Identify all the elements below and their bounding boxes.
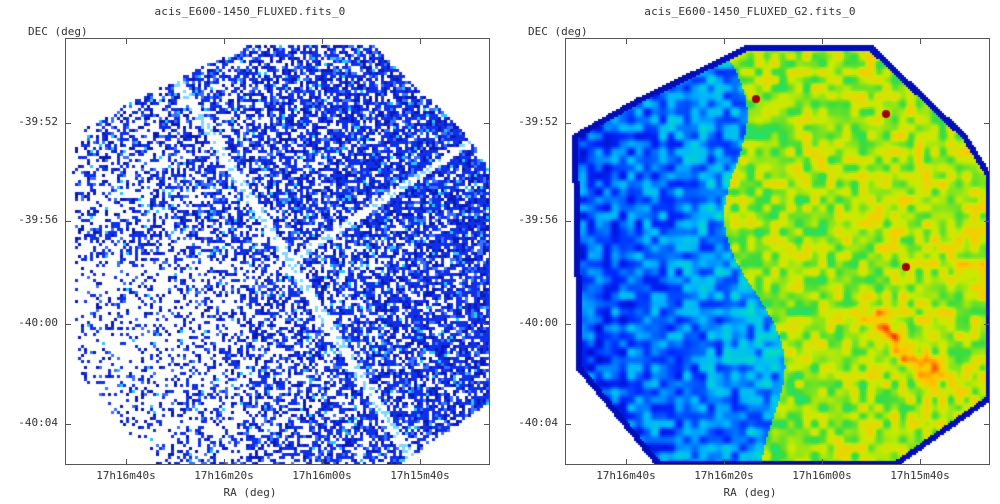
counts-image[interactable] — [65, 38, 490, 465]
dec-tick-mark — [484, 221, 490, 222]
ra-tick-mark — [224, 459, 225, 465]
ra-tick-label: 17h16m20s — [194, 469, 254, 482]
ra-tick-label: 17h16m00s — [292, 469, 352, 482]
ra-tick-mark — [126, 459, 127, 465]
ra-tick-mark — [626, 459, 627, 465]
ra-tick-mark — [322, 459, 323, 465]
ra-tick-mark — [420, 38, 421, 44]
ra-tick-mark — [822, 38, 823, 44]
ra-tick-label: 17h16m40s — [596, 469, 656, 482]
ra-tick-label: 17h16m00s — [792, 469, 852, 482]
ra-tick-mark — [322, 38, 323, 44]
dec-tick-mark — [484, 324, 490, 325]
dec-axis-label: DEC (deg) — [28, 25, 88, 38]
dec-tick-label: -39:52 — [18, 115, 58, 128]
dec-tick-mark — [984, 424, 990, 425]
ra-tick-mark — [626, 38, 627, 44]
panel-title: acis_E600-1450_FLUXED.fits_0 — [154, 5, 346, 18]
ra-tick-label: 17h16m40s — [96, 469, 156, 482]
smoothed-image-canvas[interactable] — [566, 39, 989, 464]
panel-title: acis_E600-1450_FLUXED_G2.fits_0 — [644, 5, 856, 18]
right-image-panel: acis_E600-1450_FLUXED_G2.fits_0 DEC (deg… — [500, 0, 1000, 504]
dec-tick-mark — [65, 123, 71, 124]
dec-tick-label: -39:52 — [518, 115, 558, 128]
dec-tick-mark — [565, 424, 571, 425]
ra-tick-label: 17h15m40s — [390, 469, 450, 482]
ra-axis-label: RA (deg) — [223, 486, 277, 499]
ra-tick-mark — [724, 459, 725, 465]
dec-tick-label: -40:00 — [518, 316, 558, 329]
dec-tick-label: -39:56 — [18, 213, 58, 226]
dec-axis-label: DEC (deg) — [528, 25, 588, 38]
dec-tick-mark — [65, 324, 71, 325]
ra-tick-mark — [724, 38, 725, 44]
ra-tick-mark — [420, 459, 421, 465]
dec-tick-label: -39:56 — [518, 213, 558, 226]
ra-tick-label: 17h15m40s — [890, 469, 950, 482]
dec-tick-label: -40:04 — [518, 416, 558, 429]
ra-tick-mark — [822, 459, 823, 465]
ra-tick-label: 17h16m20s — [694, 469, 754, 482]
counts-image-canvas[interactable] — [66, 39, 489, 464]
ra-tick-mark — [920, 38, 921, 44]
dec-tick-mark — [984, 324, 990, 325]
dec-tick-mark — [484, 123, 490, 124]
dec-tick-mark — [565, 123, 571, 124]
ra-tick-mark — [126, 38, 127, 44]
ra-tick-mark — [920, 459, 921, 465]
dec-tick-mark — [565, 221, 571, 222]
dec-tick-mark — [65, 424, 71, 425]
smoothed-image[interactable] — [565, 38, 990, 465]
ra-axis-label: RA (deg) — [723, 486, 777, 499]
dec-tick-mark — [984, 221, 990, 222]
dec-tick-mark — [484, 424, 490, 425]
dec-tick-label: -40:00 — [18, 316, 58, 329]
dec-tick-label: -40:04 — [18, 416, 58, 429]
ra-tick-mark — [224, 38, 225, 44]
left-image-panel: acis_E600-1450_FLUXED.fits_0 DEC (deg) -… — [18, 5, 490, 499]
dec-tick-mark — [984, 123, 990, 124]
dec-tick-mark — [565, 324, 571, 325]
dec-tick-mark — [65, 221, 71, 222]
